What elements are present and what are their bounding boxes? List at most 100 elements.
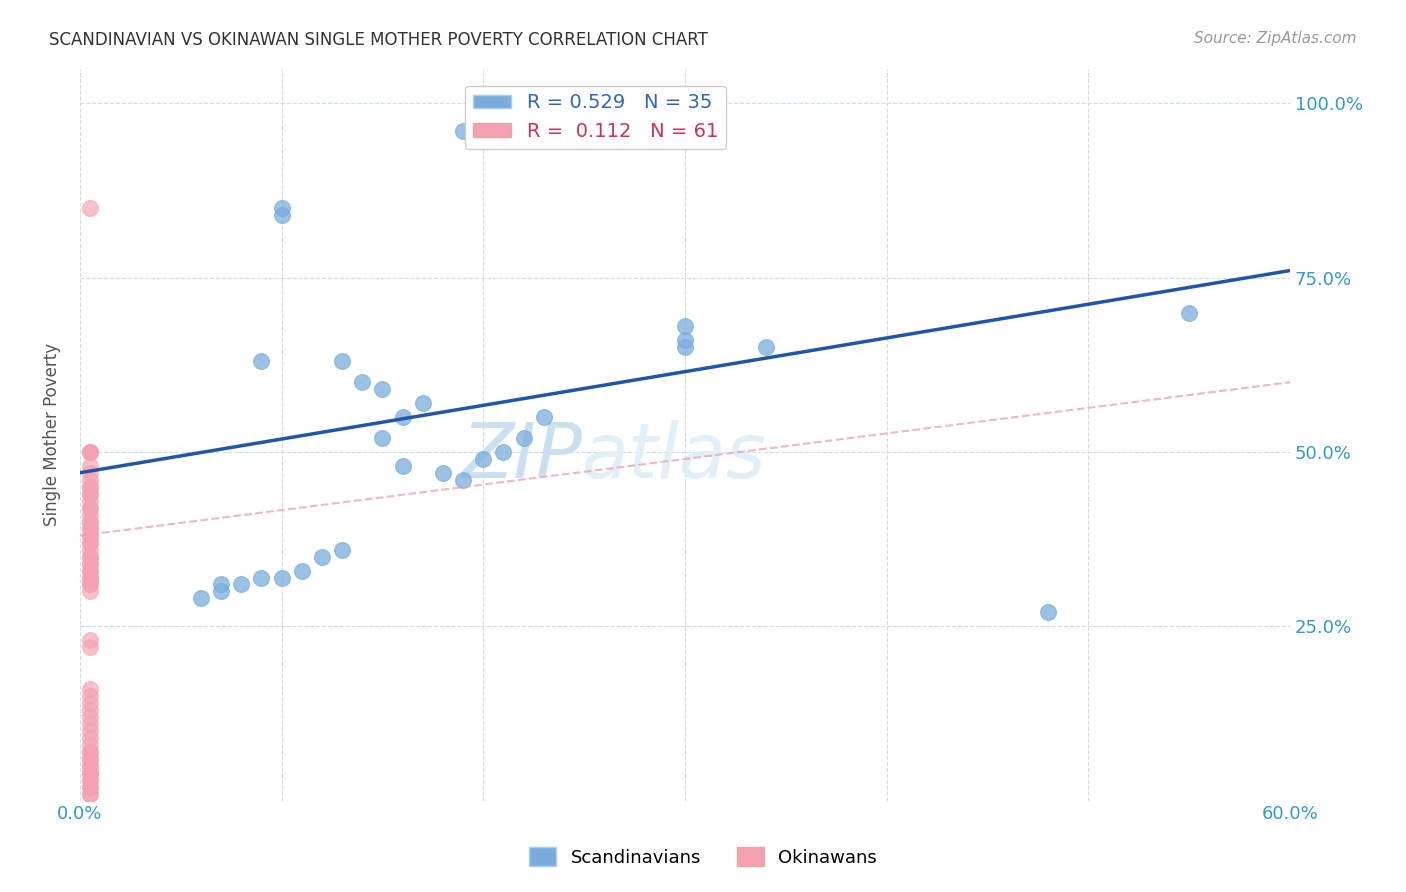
Point bbox=[79, 787, 101, 801]
Point bbox=[79, 529, 101, 543]
Text: Source: ZipAtlas.com: Source: ZipAtlas.com bbox=[1194, 31, 1357, 46]
Point bbox=[79, 522, 101, 536]
Point bbox=[79, 522, 101, 536]
Point bbox=[79, 487, 101, 501]
Point bbox=[755, 340, 778, 354]
Point bbox=[79, 584, 101, 599]
Point bbox=[250, 354, 273, 368]
Text: atlas: atlas bbox=[582, 419, 766, 493]
Point bbox=[79, 745, 101, 759]
Point bbox=[79, 466, 101, 480]
Point bbox=[291, 564, 314, 578]
Point bbox=[391, 410, 413, 425]
Point bbox=[79, 633, 101, 648]
Point bbox=[412, 396, 434, 410]
Point bbox=[79, 577, 101, 591]
Point bbox=[79, 535, 101, 549]
Point bbox=[79, 473, 101, 487]
Point bbox=[79, 681, 101, 696]
Point bbox=[79, 577, 101, 591]
Point bbox=[209, 584, 232, 599]
Point bbox=[492, 117, 515, 131]
Point bbox=[79, 549, 101, 564]
Point bbox=[79, 696, 101, 710]
Point bbox=[352, 376, 374, 390]
Point bbox=[79, 717, 101, 731]
Point bbox=[79, 557, 101, 571]
Point bbox=[533, 410, 555, 425]
Point bbox=[391, 458, 413, 473]
Point bbox=[79, 640, 101, 655]
Point bbox=[79, 535, 101, 549]
Point bbox=[79, 780, 101, 794]
Point bbox=[79, 570, 101, 584]
Point bbox=[270, 201, 292, 215]
Point bbox=[451, 124, 474, 138]
Point bbox=[79, 570, 101, 584]
Point bbox=[432, 466, 454, 480]
Legend: R = 0.529   N = 35, R =  0.112   N = 61: R = 0.529 N = 35, R = 0.112 N = 61 bbox=[465, 86, 725, 149]
Point bbox=[79, 765, 101, 780]
Point bbox=[371, 431, 394, 445]
Point bbox=[553, 124, 575, 138]
Point bbox=[79, 780, 101, 794]
Text: SCANDINAVIAN VS OKINAWAN SINGLE MOTHER POVERTY CORRELATION CHART: SCANDINAVIAN VS OKINAWAN SINGLE MOTHER P… bbox=[49, 31, 709, 49]
Point bbox=[79, 201, 101, 215]
Point bbox=[270, 208, 292, 222]
Point bbox=[472, 452, 495, 467]
Point bbox=[79, 745, 101, 759]
Point bbox=[79, 487, 101, 501]
Text: ZIP: ZIP bbox=[461, 419, 582, 493]
Point bbox=[79, 508, 101, 522]
Point bbox=[451, 473, 474, 487]
Legend: Scandinavians, Okinawans: Scandinavians, Okinawans bbox=[522, 840, 884, 874]
Point bbox=[79, 493, 101, 508]
Point bbox=[79, 758, 101, 772]
Point bbox=[79, 731, 101, 745]
Point bbox=[270, 570, 292, 584]
Point bbox=[330, 354, 353, 368]
Point bbox=[330, 542, 353, 557]
Y-axis label: Single Mother Poverty: Single Mother Poverty bbox=[44, 343, 60, 526]
Point bbox=[79, 765, 101, 780]
Point bbox=[79, 445, 101, 459]
Point bbox=[79, 765, 101, 780]
Point bbox=[79, 480, 101, 494]
Point bbox=[79, 758, 101, 772]
Point bbox=[79, 738, 101, 752]
Point bbox=[79, 458, 101, 473]
Point bbox=[190, 591, 212, 606]
Point bbox=[79, 515, 101, 529]
Point bbox=[209, 577, 232, 591]
Point bbox=[79, 557, 101, 571]
Point bbox=[250, 570, 273, 584]
Point bbox=[1036, 606, 1059, 620]
Point bbox=[79, 529, 101, 543]
Point bbox=[79, 445, 101, 459]
Point bbox=[79, 703, 101, 717]
Point bbox=[1178, 305, 1201, 319]
Point bbox=[492, 445, 515, 459]
Point bbox=[79, 689, 101, 703]
Point bbox=[673, 334, 696, 348]
Point bbox=[79, 772, 101, 787]
Point bbox=[79, 500, 101, 515]
Point bbox=[79, 480, 101, 494]
Point bbox=[472, 117, 495, 131]
Point bbox=[311, 549, 333, 564]
Point bbox=[79, 515, 101, 529]
Point bbox=[79, 564, 101, 578]
Point bbox=[512, 431, 534, 445]
Point bbox=[79, 710, 101, 724]
Point bbox=[673, 319, 696, 334]
Point bbox=[79, 500, 101, 515]
Point bbox=[79, 723, 101, 738]
Point bbox=[79, 752, 101, 766]
Point bbox=[371, 382, 394, 396]
Point bbox=[79, 445, 101, 459]
Point bbox=[79, 549, 101, 564]
Point bbox=[673, 340, 696, 354]
Point bbox=[231, 577, 253, 591]
Point bbox=[79, 752, 101, 766]
Point bbox=[79, 564, 101, 578]
